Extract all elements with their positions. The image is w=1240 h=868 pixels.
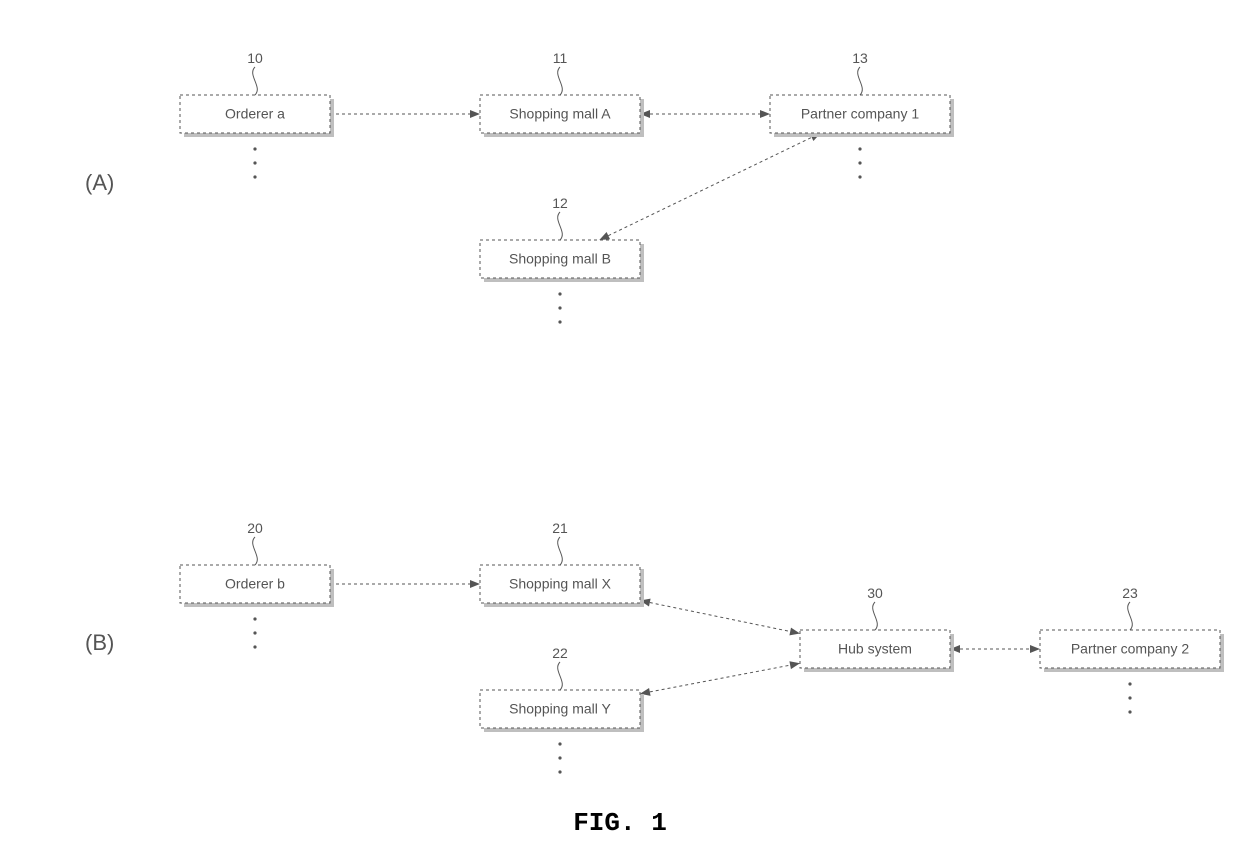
node-mall_b: Shopping mall B 12 [480, 195, 644, 324]
node-label-ord_b: Orderer b [225, 576, 285, 592]
ref-mall_x: 21 [552, 520, 568, 536]
ellipsis-dot [558, 770, 561, 773]
ref-leader-ord_a [253, 67, 258, 95]
node-label-hub: Hub system [838, 641, 912, 657]
ellipsis-dot [558, 306, 561, 309]
ref-ord_b: 20 [247, 520, 263, 536]
section-label-A: (A) [85, 170, 114, 195]
ellipsis-dot [253, 175, 256, 178]
node-part_1: Partner company 1 13 [770, 50, 954, 179]
ref-leader-hub [873, 602, 878, 630]
node-mall_y: Shopping mall Y 22 [480, 645, 644, 774]
ellipsis-dot [558, 292, 561, 295]
node-hub: Hub system 30 [800, 585, 954, 672]
ref-mall_a: 11 [553, 50, 568, 66]
edge-mall_x-hub [650, 603, 790, 632]
node-ord_b: Orderer b 20 [180, 520, 334, 649]
arrowhead [1030, 645, 1040, 653]
ref-ord_a: 10 [247, 50, 263, 66]
arrowhead [470, 580, 480, 588]
ellipsis-dot [253, 645, 256, 648]
ref-leader-ord_b [253, 537, 258, 565]
ellipsis-dot [253, 631, 256, 634]
ref-mall_b: 12 [552, 195, 568, 211]
ellipsis-dot [253, 161, 256, 164]
ref-leader-mall_a [558, 67, 563, 95]
ellipsis-dot [253, 147, 256, 150]
arrowhead [470, 110, 480, 118]
ref-leader-part_1 [858, 67, 863, 95]
node-label-mall_y: Shopping mall Y [509, 701, 611, 717]
node-label-mall_x: Shopping mall X [509, 576, 612, 592]
ref-leader-part_2 [1128, 602, 1133, 630]
node-label-part_2: Partner company 2 [1071, 641, 1189, 657]
ellipsis-dot [558, 320, 561, 323]
edge-mall_y-hub [650, 665, 790, 692]
ref-leader-mall_x [558, 537, 563, 565]
ellipsis-dot [858, 175, 861, 178]
figure-caption: FIG. 1 [573, 808, 667, 838]
node-ord_a: Orderer a 10 [180, 50, 334, 179]
ref-leader-mall_y [558, 662, 563, 690]
arrowhead [760, 110, 770, 118]
section-label-B: (B) [85, 630, 114, 655]
arrowhead [789, 628, 800, 636]
node-label-ord_a: Orderer a [225, 106, 285, 122]
ref-leader-mall_b [558, 212, 563, 240]
node-label-mall_b: Shopping mall B [509, 251, 611, 267]
ellipsis-dot [858, 161, 861, 164]
figure-1-diagram: Orderer a 10 Shopping mall A 11 Partner comp… [0, 0, 1240, 868]
ellipsis-dot [558, 742, 561, 745]
node-part_2: Partner company 2 23 [1040, 585, 1224, 714]
ref-part_1: 13 [852, 50, 868, 66]
ellipsis-dot [253, 617, 256, 620]
ellipsis-dot [1128, 710, 1131, 713]
node-label-mall_a: Shopping mall A [509, 106, 611, 122]
ellipsis-dot [1128, 682, 1131, 685]
node-label-part_1: Partner company 1 [801, 106, 919, 122]
edge-mall_b-part_1 [608, 137, 811, 235]
ellipsis-dot [858, 147, 861, 150]
arrowhead [789, 661, 800, 669]
ellipsis-dot [1128, 696, 1131, 699]
ref-mall_y: 22 [552, 645, 568, 661]
node-mall_x: Shopping mall X 21 [480, 520, 644, 607]
arrowhead [599, 232, 610, 240]
ref-hub: 30 [867, 585, 883, 601]
ref-part_2: 23 [1122, 585, 1138, 601]
node-mall_a: Shopping mall A 11 [480, 50, 644, 137]
ellipsis-dot [558, 756, 561, 759]
